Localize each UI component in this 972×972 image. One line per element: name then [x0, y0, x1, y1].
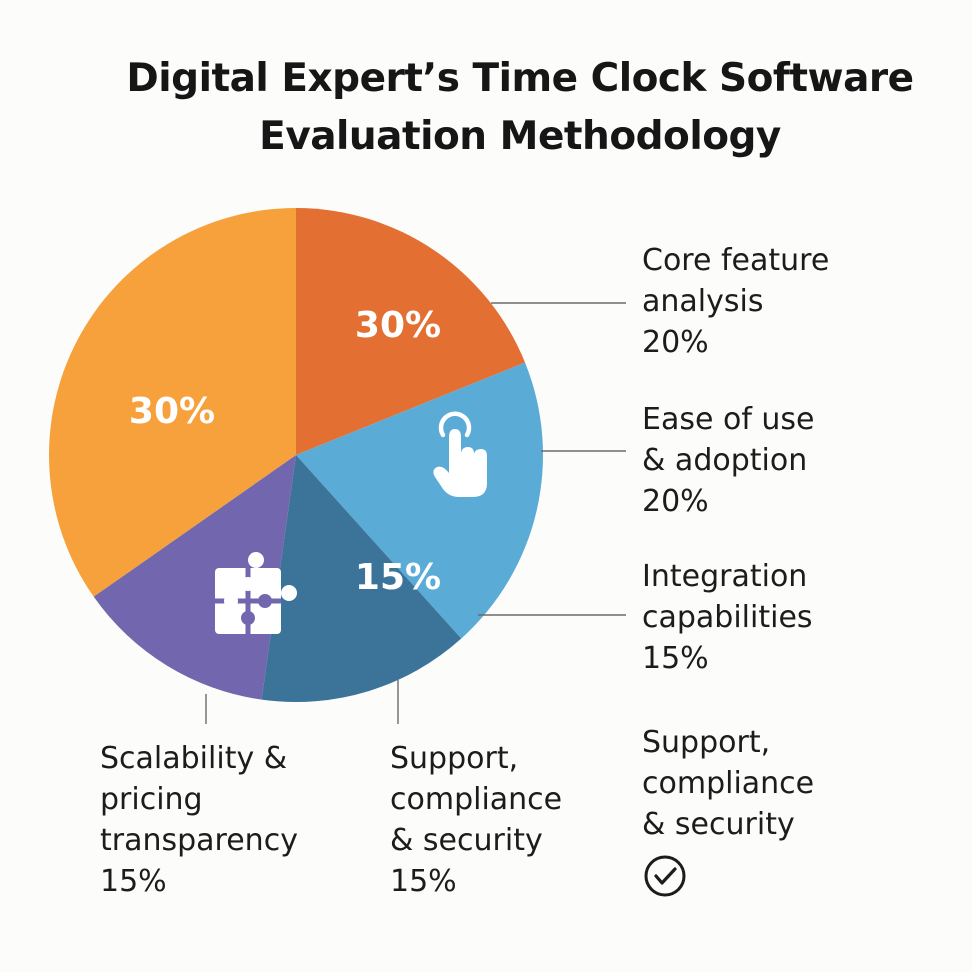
- chart-title-line-2: Evaluation Methodology: [259, 114, 781, 159]
- legend-support-bottom-line-3: & security: [390, 823, 543, 858]
- legend-scalability-line-3: transparency: [100, 823, 298, 858]
- legend-integration: Integration capabilities 15%: [642, 556, 813, 679]
- legend-core-feature-value: 20%: [642, 325, 709, 360]
- pie-slice-5: [48, 208, 297, 597]
- pie-slice-4: [93, 455, 296, 700]
- pie-slice-1: [296, 208, 526, 455]
- legend-integration-line-2: capabilities: [642, 600, 813, 635]
- legend-support-bottom: Support, compliance & security 15%: [390, 738, 562, 902]
- pie-slice-2: [296, 362, 543, 639]
- legend-support-right-line-1: Support,: [642, 725, 771, 760]
- chart-title-line-1: Digital Expert’s Time Clock Software: [126, 56, 914, 101]
- legend-ease-of-use-value: 20%: [642, 484, 709, 519]
- legend-core-feature: Core feature analysis 20%: [642, 240, 829, 363]
- legend-integration-line-1: Integration: [642, 559, 808, 594]
- legend-ease-of-use-line-2: & adoption: [642, 443, 808, 478]
- legend-ease-of-use: Ease of use & adoption 20%: [642, 399, 815, 522]
- puzzle-icon: [215, 552, 297, 634]
- legend-ease-of-use-line-1: Ease of use: [642, 402, 815, 437]
- legend-support-bottom-value: 15%: [390, 864, 457, 899]
- legend-support-right-line-2: compliance: [642, 766, 815, 801]
- legend-scalability-line-2: pricing: [100, 782, 203, 817]
- legend-support-bottom-line-1: Support,: [390, 741, 519, 776]
- tap-hand-icon: [433, 411, 487, 497]
- check-circle-icon: [644, 855, 686, 897]
- legend-support-bottom-line-2: compliance: [390, 782, 563, 817]
- legend-scalability: Scalability & pricing transparency 15%: [100, 738, 298, 902]
- legend-support-right-line-3: & security: [642, 807, 795, 842]
- legend-scalability-line-1: Scalability &: [100, 741, 288, 776]
- slice-label-5: 30%: [129, 391, 215, 432]
- legend-scalability-value: 15%: [100, 864, 167, 899]
- pie-slice-3: [261, 455, 462, 703]
- legend-core-feature-line-2: analysis: [642, 284, 764, 319]
- legend-core-feature-line-1: Core feature: [642, 243, 830, 278]
- legend-support-right: Support, compliance & security: [642, 722, 814, 845]
- slice-label-1: 30%: [355, 305, 441, 346]
- chart-title: Digital Expert’s Time Clock Software Eva…: [60, 50, 972, 166]
- slice-label-3: 15%: [355, 557, 441, 598]
- legend-integration-value: 15%: [642, 641, 709, 676]
